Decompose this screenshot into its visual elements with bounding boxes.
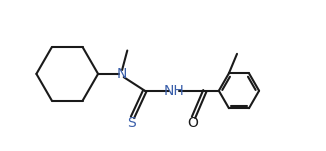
- Text: NH: NH: [164, 84, 185, 98]
- Text: S: S: [127, 116, 136, 130]
- Text: N: N: [116, 67, 126, 81]
- Text: O: O: [187, 116, 198, 130]
